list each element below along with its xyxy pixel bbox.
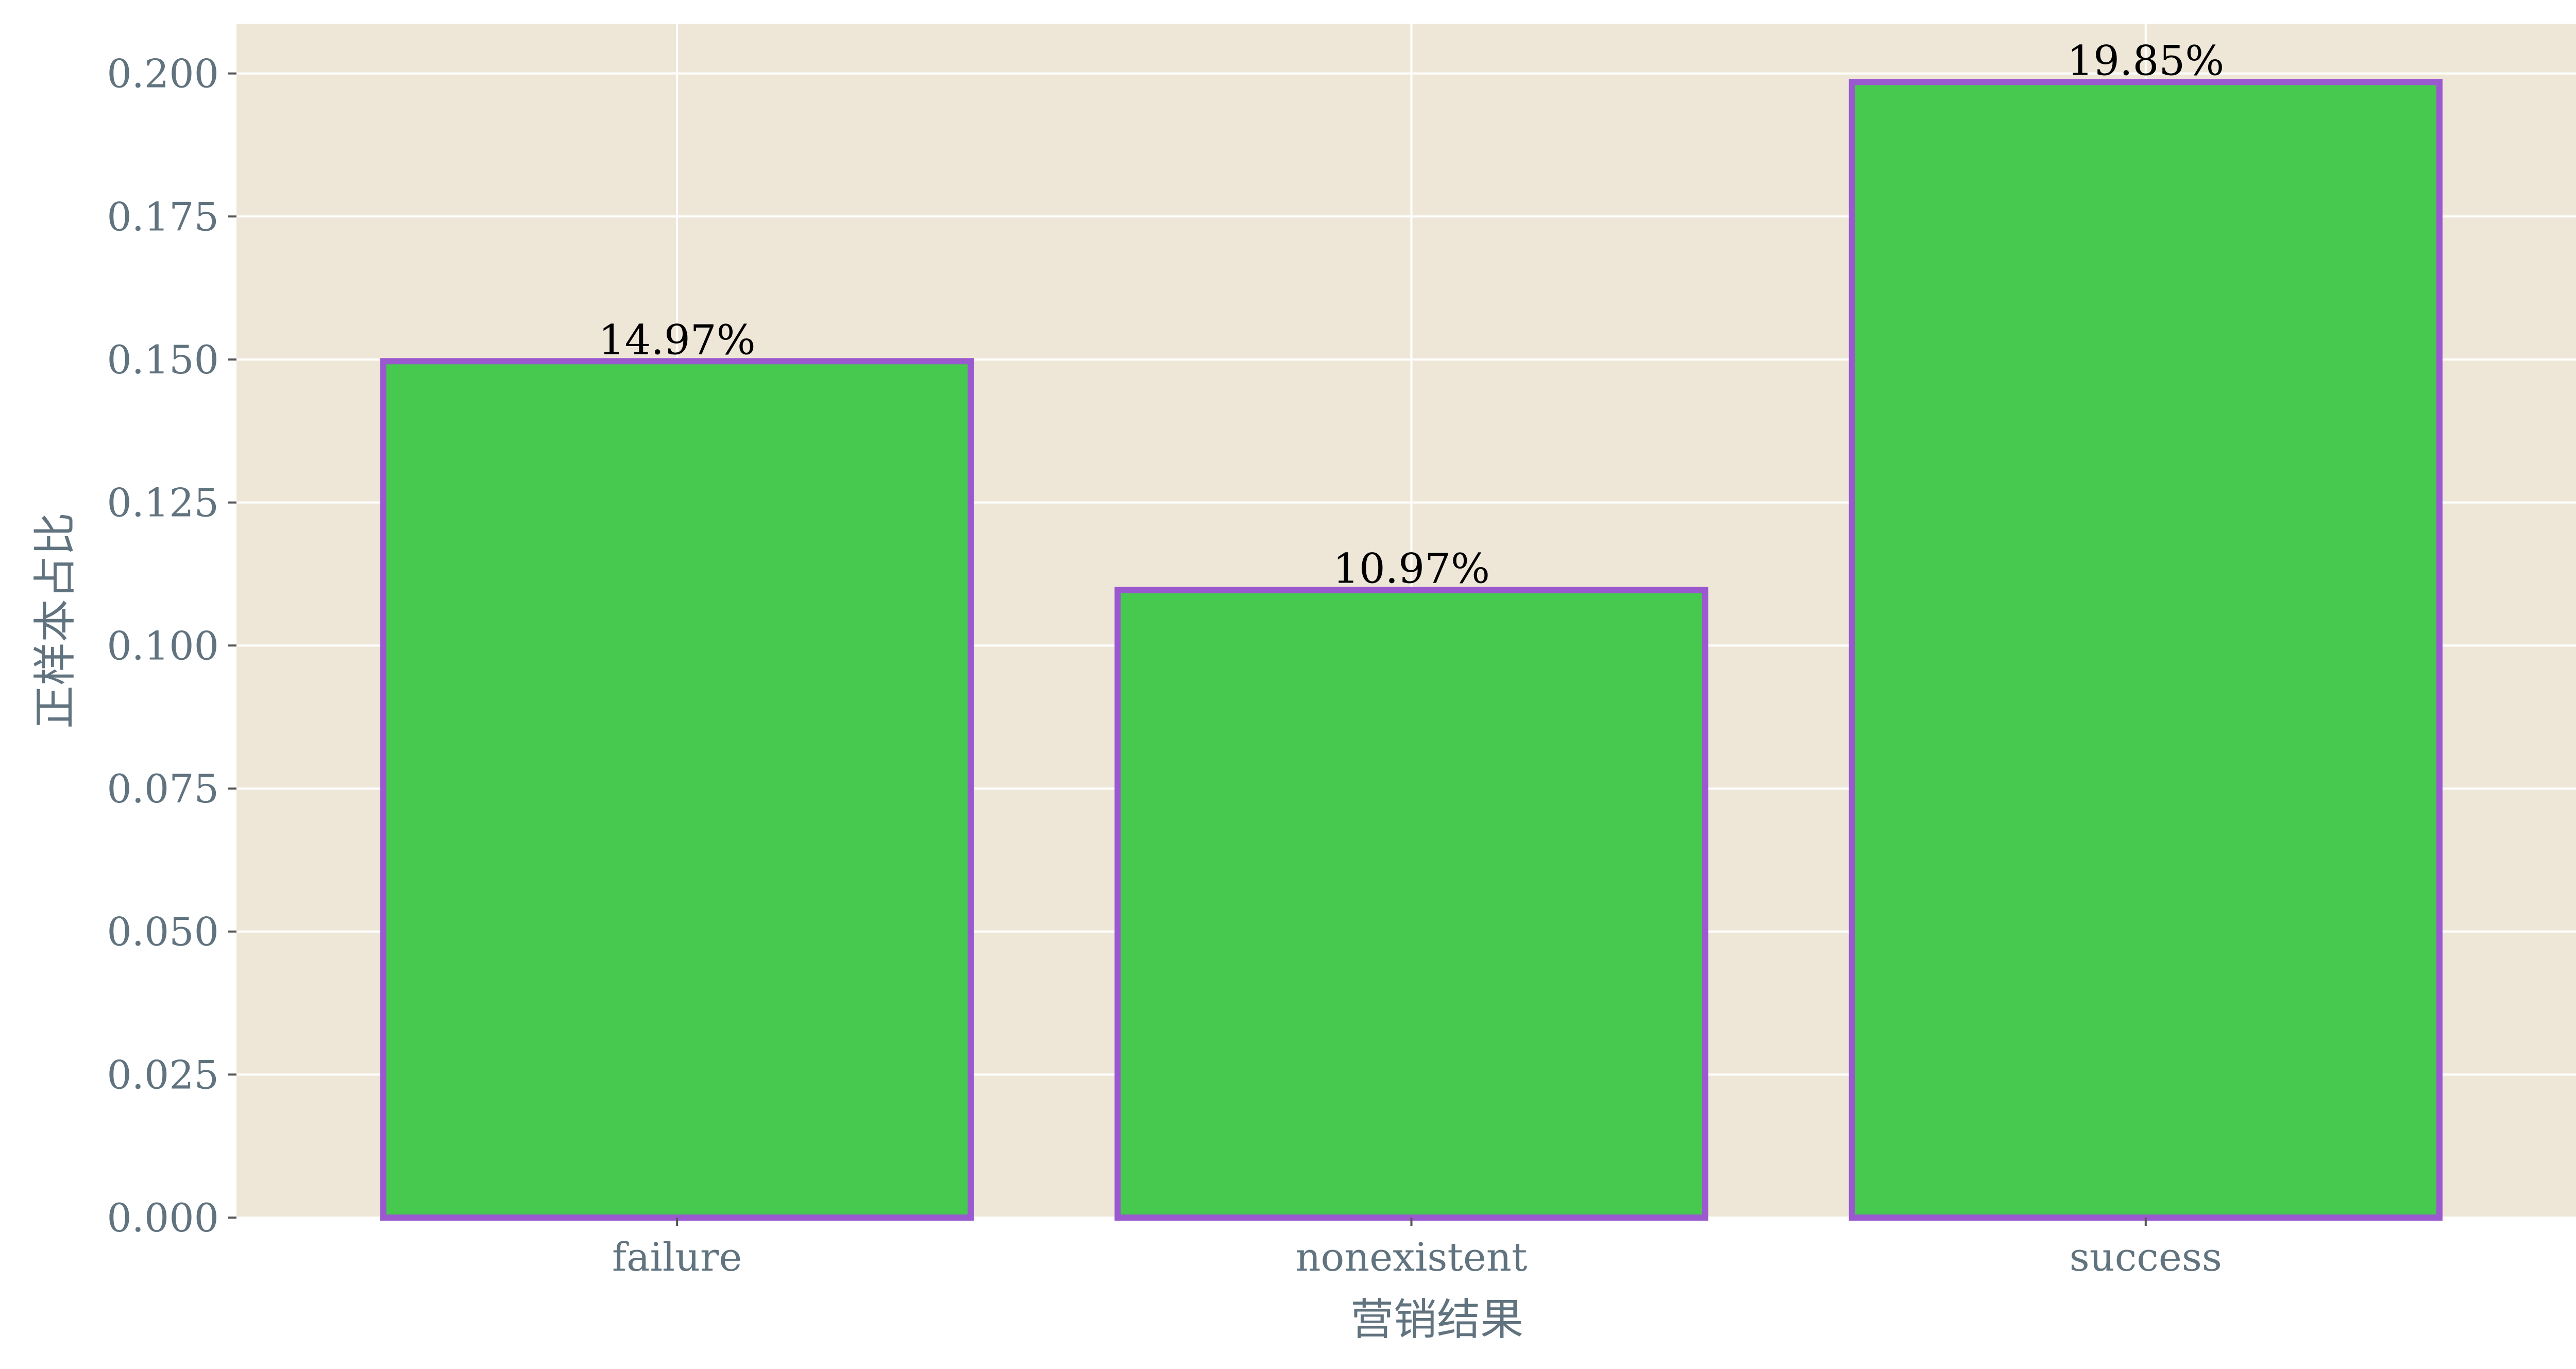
y-tick-label: 0.200: [107, 51, 219, 97]
bar-nonexistent: [1114, 587, 1708, 1221]
x-axis-title: 营销结果: [1350, 1294, 1523, 1345]
bar-failure: [380, 358, 974, 1221]
y-tick-label: 0.175: [107, 194, 219, 239]
x-tick-label-failure: failure: [612, 1234, 742, 1280]
y-tick-label: 0.050: [107, 909, 219, 955]
data-label-success: 19.85%: [2067, 37, 2224, 84]
x-tick-label-nonexistent: nonexistent: [1296, 1234, 1528, 1280]
data-label-failure: 14.97%: [599, 316, 756, 364]
data-label-nonexistent: 10.97%: [1333, 545, 1490, 593]
y-tick-label: 0.150: [107, 337, 219, 383]
y-tick-label: 0.000: [107, 1195, 219, 1241]
y-tick-label: 0.025: [107, 1052, 219, 1098]
data-labels: 14.97% 10.97% 19.85%: [599, 37, 2225, 592]
y-tick-label: 0.125: [107, 480, 219, 526]
y-tick-label: 0.075: [107, 766, 219, 812]
x-tick-label-success: success: [2070, 1234, 2222, 1280]
y-tick-label: 0.100: [107, 623, 219, 669]
bar-success: [1849, 79, 2443, 1221]
y-axis-title: 正样本占比: [30, 512, 80, 729]
bars: [380, 79, 2443, 1221]
x-axis-ticks: failure nonexistent success: [612, 1218, 2222, 1280]
y-axis-ticks: 0.000 0.025 0.050 0.075 0.100 0.125 0.150 0.175…: [107, 51, 236, 1241]
